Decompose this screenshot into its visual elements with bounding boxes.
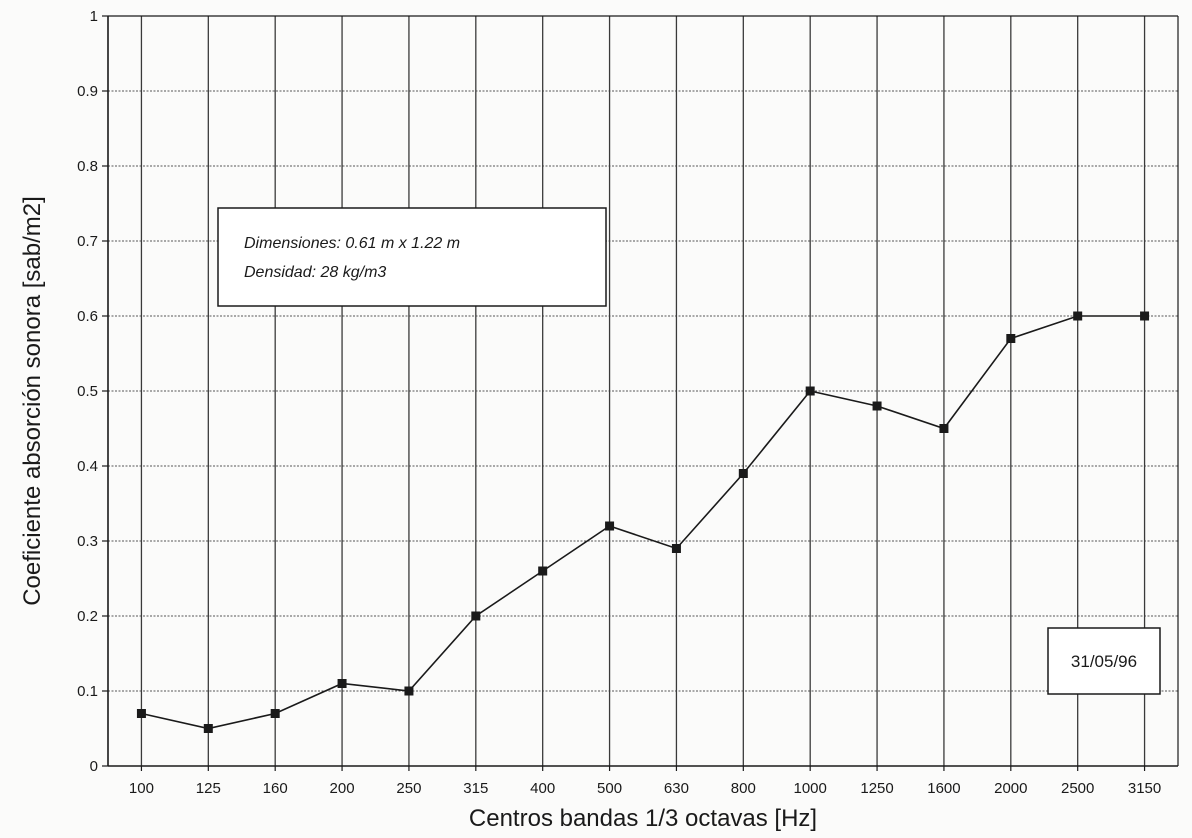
x-tick-label: 500 <box>597 780 622 797</box>
data-point-marker <box>1006 334 1016 343</box>
x-tick-label: 400 <box>530 780 555 797</box>
labels: 0 0.1 0.2 0.3 0.4 0.5 0.6 0.7 0.8 0.9 1 100 125 160 20… <box>77 8 1161 797</box>
data-point-marker <box>671 544 681 553</box>
date-box-frame <box>1047 627 1161 695</box>
x-axis-title: Centros bandas 1/3 octavas [Hz] <box>469 805 817 832</box>
data-point-marker <box>939 424 949 433</box>
x-tick-label: 250 <box>396 780 421 797</box>
data-point-marker <box>605 521 615 531</box>
data-point-marker <box>872 401 882 411</box>
data-point-marker <box>1140 311 1150 321</box>
y-tick-label: 0.8 <box>77 158 98 175</box>
y-tick-label: 0.6 <box>77 308 98 325</box>
y-axis-title: Coeficiente absorción sonora [sab/m2] <box>19 196 46 606</box>
info-density-text: Densidad: 28 kg/m3 <box>244 264 386 281</box>
info-annotation-box: Dimensiones: 0.61 m x 1.22 m Densidad: 2… <box>217 207 607 307</box>
data-point-marker <box>538 566 548 576</box>
x-tick-label: 315 <box>463 780 488 797</box>
y-tick-label: 0.1 <box>77 683 98 700</box>
y-tick-label: 0.4 <box>77 458 98 475</box>
x-tick-label: 100 <box>129 780 154 797</box>
x-tick-label: 200 <box>330 780 355 797</box>
x-tick-label: 2000 <box>994 780 1027 797</box>
x-tick-label: 1600 <box>927 780 960 797</box>
date-text: 31/05/96 <box>1071 652 1137 671</box>
data-point-marker <box>1073 311 1083 321</box>
y-tick-label: 0.3 <box>77 533 98 550</box>
data-point-marker <box>805 386 815 396</box>
x-tick-label: 1000 <box>794 780 827 797</box>
data-point-marker <box>136 709 146 718</box>
y-tick-label: 1 <box>90 8 98 25</box>
x-tick-label: 1250 <box>860 780 893 797</box>
info-dimensions-text: Dimensiones: 0.61 m x 1.22 m <box>244 235 460 252</box>
data-point-marker <box>404 686 414 696</box>
x-tick-label: 160 <box>263 780 288 797</box>
x-tick-label: 125 <box>196 780 221 797</box>
grid <box>108 15 1178 766</box>
data-point-marker <box>738 469 748 478</box>
info-box-frame <box>217 207 607 307</box>
y-tick-label: 0.9 <box>77 83 98 100</box>
y-tick-label: 0.2 <box>77 608 98 625</box>
data-point-marker <box>270 709 280 718</box>
series-layer <box>136 311 1150 733</box>
data-point-marker <box>203 724 213 733</box>
y-tick-label: 0.7 <box>77 233 98 250</box>
x-tick-label: 2500 <box>1061 780 1094 797</box>
data-point-marker <box>471 611 481 621</box>
data-point-marker <box>337 679 347 688</box>
axes <box>102 15 1179 771</box>
x-tick-label: 630 <box>664 780 689 797</box>
y-tick-label: 0 <box>90 758 98 775</box>
series-line <box>141 315 1145 730</box>
y-tick-label: 0.5 <box>77 383 98 400</box>
x-tick-label: 800 <box>731 780 756 797</box>
x-tick-label: 3150 <box>1128 780 1161 797</box>
date-annotation-box: 31/05/96 <box>1047 627 1161 695</box>
